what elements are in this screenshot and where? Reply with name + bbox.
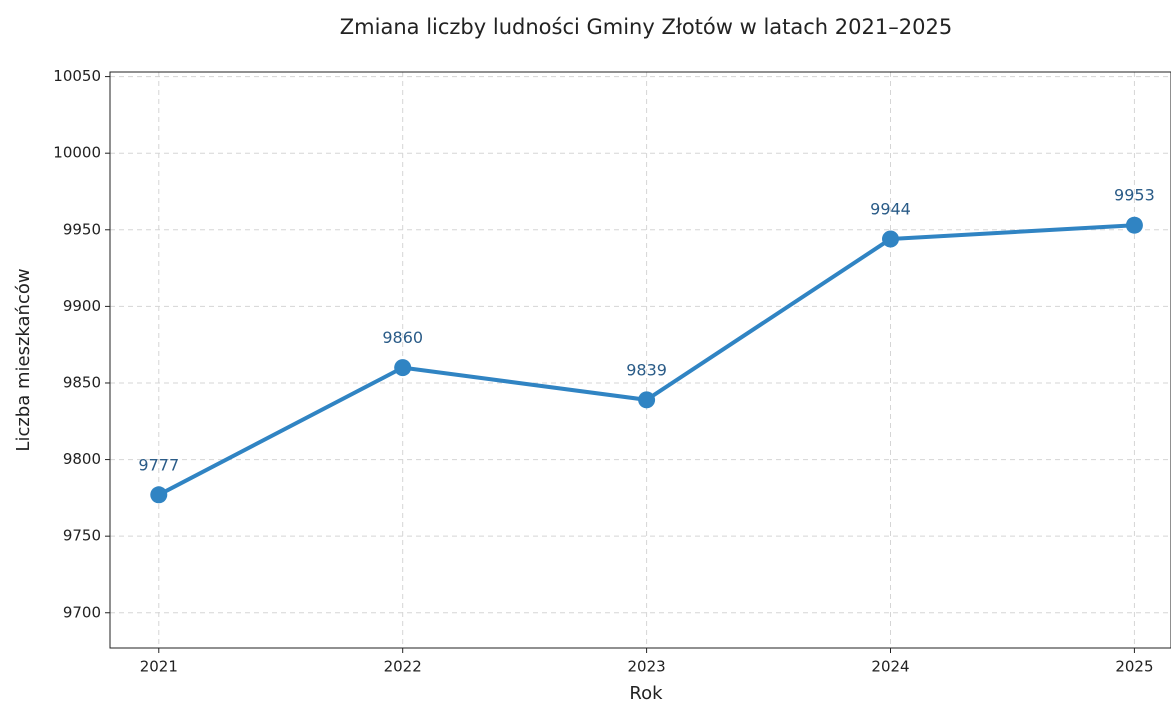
point bbox=[882, 230, 900, 248]
x-tick-label: 2022 bbox=[384, 658, 422, 676]
y-tick-label: 9950 bbox=[63, 220, 101, 238]
data-label: 9839 bbox=[626, 360, 667, 379]
y-tick-label: 9750 bbox=[63, 527, 101, 545]
x-tick-label: 2024 bbox=[871, 658, 909, 676]
y-tick-label: 10050 bbox=[53, 67, 101, 85]
x-axis-label: Rok bbox=[629, 683, 663, 702]
chart-title: Zmiana liczby ludności Gminy Złotów w la… bbox=[340, 15, 952, 39]
point bbox=[1125, 216, 1143, 234]
data-label: 9860 bbox=[382, 328, 423, 347]
x-tick-label: 2025 bbox=[1115, 658, 1153, 676]
y-tick-label: 9700 bbox=[63, 603, 101, 621]
y-axis-label: Liczba mieszkańców bbox=[13, 268, 34, 451]
y-tick-label: 9850 bbox=[63, 373, 101, 391]
point bbox=[394, 359, 412, 377]
y-tick-label: 9800 bbox=[63, 450, 101, 468]
data-label: 9777 bbox=[138, 455, 179, 474]
data-label: 9953 bbox=[1114, 186, 1155, 205]
y-tick-label: 9900 bbox=[63, 297, 101, 315]
data-label: 9944 bbox=[870, 199, 911, 218]
x-tick-label: 2021 bbox=[140, 658, 178, 676]
point bbox=[638, 391, 656, 409]
y-tick-label: 10000 bbox=[53, 144, 101, 162]
x-tick-label: 2023 bbox=[628, 658, 666, 676]
plot-frame bbox=[109, 71, 1171, 649]
point bbox=[150, 486, 168, 504]
